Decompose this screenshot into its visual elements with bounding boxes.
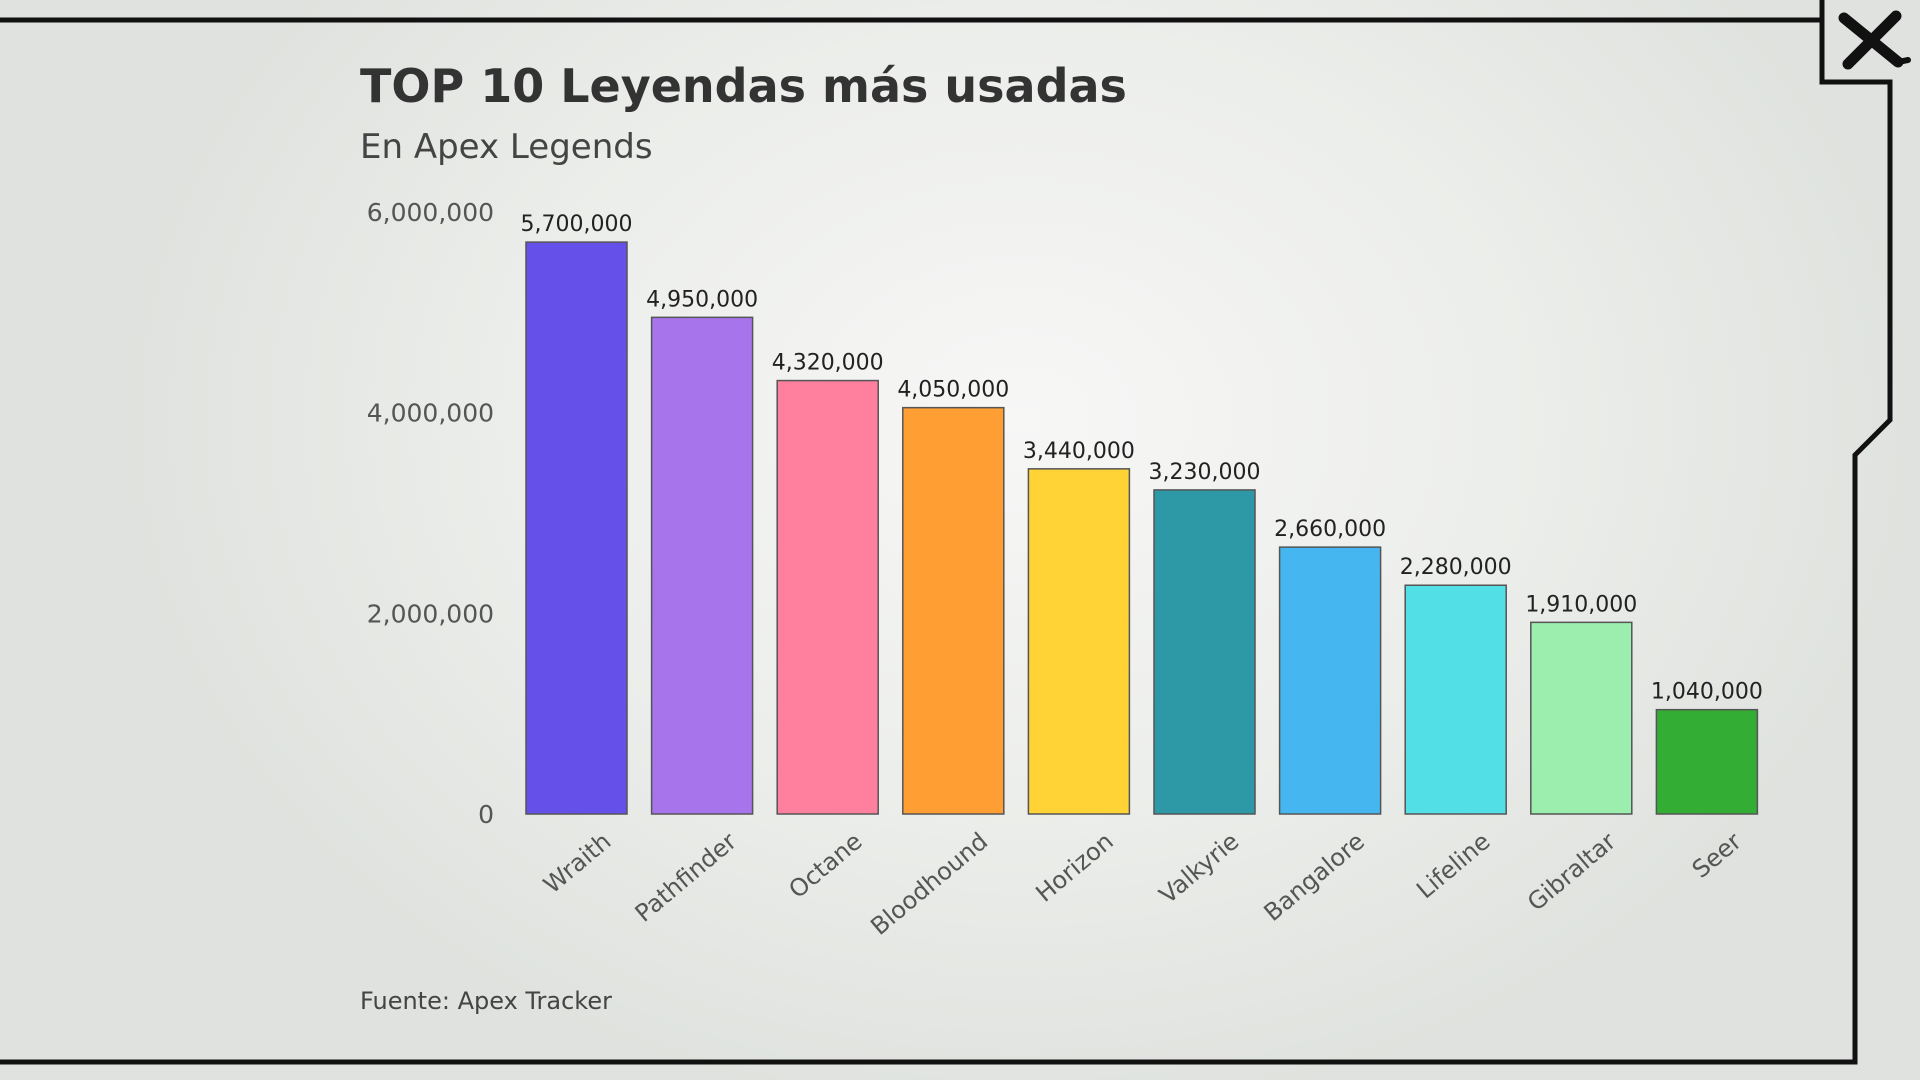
y-tick-label: 6,000,000 — [367, 198, 494, 227]
x-tick-label: Valkyrie — [1154, 827, 1244, 909]
bar-gibraltar — [1530, 621, 1633, 815]
data-label: 1,910,000 — [1525, 592, 1637, 617]
bar-valkyrie — [1153, 489, 1256, 815]
x-tick-label: Lifeline — [1411, 827, 1495, 904]
chart-title: TOP 10 Leyendas más usadas — [360, 59, 1127, 113]
data-label: 2,280,000 — [1400, 555, 1512, 580]
x-tick-label: Wraith — [538, 827, 616, 899]
x-tick-label: Horizon — [1030, 827, 1118, 907]
data-label: 3,440,000 — [1023, 439, 1135, 464]
x-tick-label: Seer — [1687, 827, 1747, 884]
data-label: 4,320,000 — [772, 351, 884, 376]
data-label: 2,660,000 — [1274, 517, 1386, 542]
x-tick-label: Gibraltar — [1522, 827, 1621, 916]
data-label: 3,230,000 — [1149, 460, 1261, 485]
bar-octane — [776, 379, 879, 815]
bars — [525, 241, 1759, 815]
chart-subtitle: En Apex Legends — [360, 127, 653, 167]
data-label: 4,050,000 — [897, 378, 1009, 403]
chart-source: Fuente: Apex Tracker — [360, 987, 612, 1015]
bar-seer — [1655, 708, 1759, 815]
bar-bloodhound — [902, 406, 1005, 815]
y-tick-label: 0 — [478, 800, 494, 829]
x-tick-label: Pathfinder — [630, 827, 742, 928]
bar-pathfinder — [650, 316, 754, 815]
data-label: 5,700,000 — [521, 212, 633, 237]
bar-bangalore — [1278, 546, 1382, 815]
y-tick-label: 4,000,000 — [367, 399, 494, 428]
data-labels: 5,700,000 4,950,000 4,320,000 4,050,000 3,44… — [521, 212, 1763, 705]
bar-horizon — [1027, 468, 1131, 815]
x-tick-label: Octane — [784, 827, 868, 904]
data-label: 4,950,000 — [646, 287, 758, 312]
close-button[interactable] — [1822, 0, 1920, 82]
x-tick-label: Bangalore — [1259, 827, 1370, 927]
bar-wraith — [525, 241, 628, 815]
bar-lifeline — [1404, 584, 1507, 815]
data-label: 1,040,000 — [1651, 680, 1763, 705]
x-tick-label: Bloodhound — [865, 827, 993, 941]
close-icon — [1838, 10, 1911, 70]
y-tick-label: 2,000,000 — [367, 599, 494, 628]
y-axis: 0 2,000,000 4,000,000 6,000,000 — [367, 198, 494, 829]
